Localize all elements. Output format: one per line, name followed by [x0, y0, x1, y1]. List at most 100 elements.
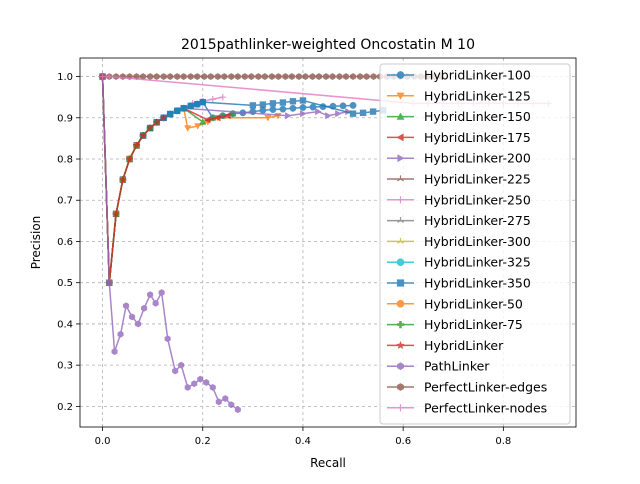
y-axis-label: Precision [29, 216, 43, 270]
legend-marker [397, 383, 404, 391]
legend-item-hybridlinker-100 [387, 71, 414, 79]
legend-marker [396, 112, 405, 120]
data-point [159, 113, 168, 122]
data-point [132, 141, 141, 149]
legend-item-hybridlinker-150 [387, 112, 414, 120]
data-point [118, 175, 127, 184]
legend-item-hybridlinker-250 [387, 196, 414, 204]
data-point [363, 73, 370, 81]
legend-label: HybridLinker-350 [424, 276, 531, 291]
data-point [117, 330, 124, 338]
legend-item-hybridlinker-175 [387, 133, 414, 142]
data-point [295, 73, 302, 81]
data-point [187, 102, 194, 110]
data-point [221, 73, 228, 81]
data-point [125, 154, 134, 163]
data-point [215, 398, 222, 406]
data-point [201, 73, 208, 81]
data-point [336, 73, 343, 81]
legend-label: PerfectLinker-nodes [424, 400, 547, 415]
data-point [199, 118, 207, 125]
y-tick-label: 0.2 [57, 402, 73, 413]
data-point [209, 383, 216, 391]
legend-item-perfectlinker-edges [387, 383, 414, 391]
data-point [191, 380, 198, 388]
data-point [279, 105, 287, 113]
legend-item-hybridlinker-300 [387, 237, 414, 244]
data-point [187, 73, 194, 81]
legend-label: HybridLinker-50 [424, 296, 523, 311]
y-axis: 0.2 0.3 0.4 0.5 0.6 0.7 0.8 0.9 1.0 [57, 72, 80, 413]
y-tick-label: 0.7 [57, 196, 73, 207]
legend-label: HybridLinker-75 [424, 317, 523, 332]
data-point [146, 123, 155, 132]
data-point [204, 116, 211, 124]
data-point [248, 73, 255, 81]
legend-marker [397, 154, 405, 163]
data-point [349, 110, 357, 117]
data-point [172, 367, 179, 375]
data-point [269, 106, 277, 113]
legend-marker [396, 340, 405, 350]
data-point [369, 108, 377, 115]
data-point [167, 73, 174, 81]
legend-marker [396, 321, 405, 329]
data-point [135, 320, 142, 328]
legend-item-hybridlinker-350 [387, 279, 414, 287]
data-point [209, 96, 216, 103]
legend-box [379, 63, 571, 425]
data-point [194, 123, 202, 130]
data-point [299, 104, 307, 111]
data-point [123, 302, 130, 310]
legend-item-hybridlinker-275 [387, 217, 414, 223]
legend-marker [397, 175, 404, 182]
data-point [174, 73, 181, 81]
x-tick-label: 0.2 [195, 436, 211, 447]
data-point [111, 348, 118, 356]
data-point [359, 109, 367, 117]
data-point [194, 73, 201, 81]
data-point [224, 112, 231, 120]
data-point [99, 73, 106, 80]
legend-marker [396, 299, 405, 308]
data-point [268, 73, 275, 81]
legend-label: PathLinker [424, 359, 490, 374]
data-point [255, 73, 262, 81]
data-point [152, 118, 161, 126]
x-axis-label: Recall [310, 456, 346, 470]
data-point [322, 73, 330, 81]
x-tick-label: 0.0 [95, 436, 111, 447]
data-point [234, 73, 241, 81]
data-point [325, 112, 332, 120]
legend-label: HybridLinker-325 [424, 255, 531, 270]
data-point [173, 107, 181, 114]
data-point [299, 97, 307, 104]
data-point [259, 106, 267, 114]
data-point [153, 73, 160, 81]
data-point [335, 110, 342, 118]
data-point [339, 102, 347, 110]
y-tick-label: 0.3 [57, 361, 73, 372]
legend-marker [397, 217, 404, 223]
data-point [184, 383, 191, 391]
x-tick-label: 0.8 [495, 436, 511, 447]
data-point [309, 73, 316, 81]
data-point [315, 107, 322, 116]
legend-item-hybridlinker [387, 340, 414, 350]
data-point [329, 73, 336, 81]
legend-label: HybridLinker-250 [424, 192, 531, 207]
legend-label: HybridLinker-150 [424, 109, 531, 124]
y-tick-label: 1.0 [57, 72, 73, 83]
data-point [178, 361, 185, 369]
y-tick-label: 0.4 [57, 319, 73, 330]
legend-label: HybridLinker-175 [424, 130, 531, 145]
data-point [197, 375, 204, 383]
legend-label: HybridLinker-275 [424, 213, 531, 228]
x-axis: 0.0 0.2 0.4 0.6 0.8 [95, 427, 511, 447]
data-point [302, 73, 309, 81]
data-point [152, 299, 159, 307]
data-point [180, 73, 187, 81]
data-point [264, 114, 272, 122]
axes-frame [79, 57, 577, 428]
y-tick-label: 0.9 [57, 113, 73, 124]
